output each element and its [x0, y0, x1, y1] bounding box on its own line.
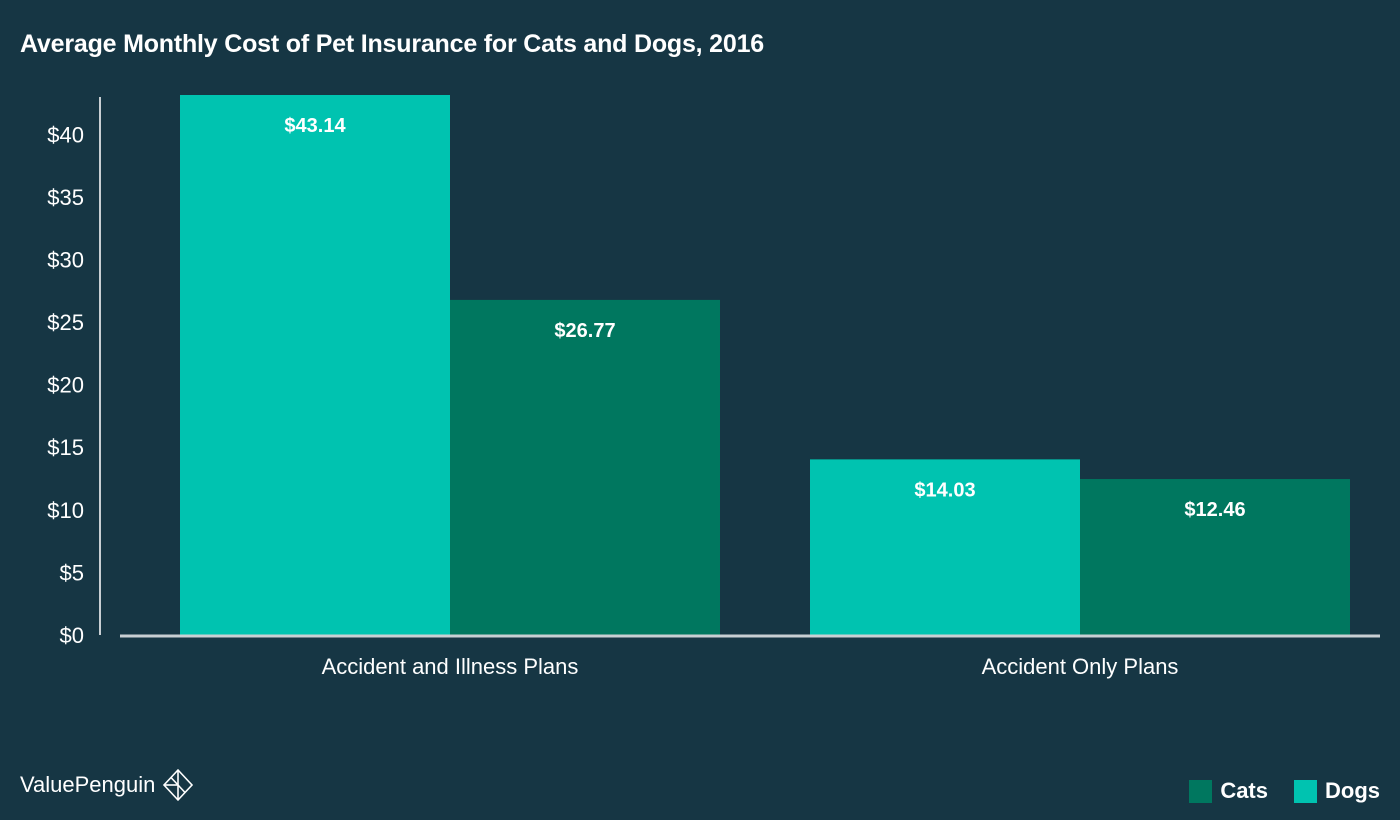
legend-item-dogs: Dogs	[1294, 778, 1380, 804]
chart-legend: Cats Dogs	[1189, 778, 1380, 804]
data-label: $12.46	[1184, 499, 1245, 521]
brand-logo: ValuePenguin	[20, 768, 195, 802]
y-tick-label: $20	[47, 373, 84, 398]
y-tick-label: $0	[60, 623, 84, 648]
y-tick-label: $25	[47, 310, 84, 335]
legend-label-cats: Cats	[1220, 778, 1268, 803]
legend-swatch-cats	[1189, 779, 1213, 803]
bar-dogs-1	[180, 95, 450, 635]
y-tick-label: $5	[60, 560, 84, 585]
x-tick-label: Accident Only Plans	[982, 654, 1179, 679]
y-tick-label: $10	[47, 498, 84, 523]
bar-cats-2	[1080, 479, 1350, 635]
data-label: $43.14	[284, 115, 346, 137]
chart-title: Average Monthly Cost of Pet Insurance fo…	[20, 30, 764, 58]
x-tick-label: Accident and Illness Plans	[322, 654, 579, 679]
legend-item-cats: Cats	[1189, 778, 1268, 804]
bar-cats-1	[450, 299, 720, 635]
bar-dogs-2	[810, 459, 1080, 635]
legend-label-dogs: Dogs	[1325, 778, 1380, 803]
penguin-diamond-logo-icon	[163, 768, 194, 802]
legend-swatch-dogs	[1294, 779, 1317, 803]
y-tick-label: $15	[47, 435, 84, 460]
y-tick-label: $35	[47, 185, 84, 210]
data-label: $14.03	[914, 479, 975, 501]
brand-name: ValuePenguin	[20, 772, 156, 797]
y-tick-label: $30	[47, 247, 84, 272]
y-tick-label: $40	[47, 122, 84, 147]
data-label: $26.77	[554, 320, 615, 342]
